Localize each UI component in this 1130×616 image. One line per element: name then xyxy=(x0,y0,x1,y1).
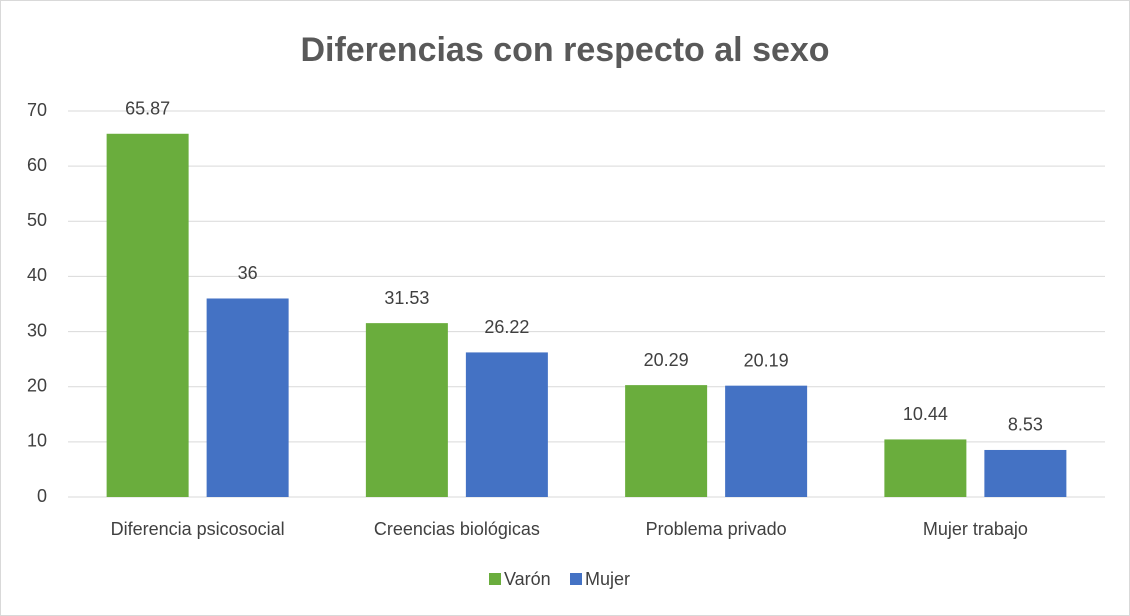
bar xyxy=(365,323,448,497)
y-tick-label: 10 xyxy=(27,431,47,451)
legend-label: Varón xyxy=(504,569,551,589)
x-tick-label: Mujer trabajo xyxy=(923,519,1028,539)
y-tick-label: 30 xyxy=(27,320,47,340)
value-label: 65.87 xyxy=(125,99,170,119)
legend-swatch xyxy=(489,573,501,585)
legend-label: Mujer xyxy=(585,569,630,589)
bar xyxy=(106,133,189,498)
y-tick-label: 0 xyxy=(37,486,47,506)
value-label: 31.53 xyxy=(384,288,429,308)
value-label: 8.53 xyxy=(1008,415,1043,435)
bar xyxy=(206,298,289,497)
value-label: 20.19 xyxy=(744,350,789,370)
chart-title: Diferencias con respecto al sexo xyxy=(300,31,829,69)
value-label: 10.44 xyxy=(903,404,948,424)
value-label: 26.22 xyxy=(484,317,529,337)
y-tick-label: 70 xyxy=(27,100,47,120)
legend-swatch xyxy=(570,573,582,585)
y-tick-label: 20 xyxy=(27,375,47,395)
bar xyxy=(465,352,548,497)
y-tick-label: 60 xyxy=(27,155,47,175)
bar xyxy=(884,439,967,497)
bar xyxy=(625,385,708,497)
value-label: 20.29 xyxy=(644,350,689,370)
x-tick-label: Diferencia psicosocial xyxy=(111,519,285,539)
value-label: 36 xyxy=(238,263,258,283)
bar xyxy=(725,385,808,497)
x-tick-label: Problema privado xyxy=(646,519,787,539)
x-tick-label: Creencias biológicas xyxy=(374,519,540,539)
bar xyxy=(984,449,1067,497)
y-tick-label: 40 xyxy=(27,265,47,285)
y-tick-label: 50 xyxy=(27,210,47,230)
